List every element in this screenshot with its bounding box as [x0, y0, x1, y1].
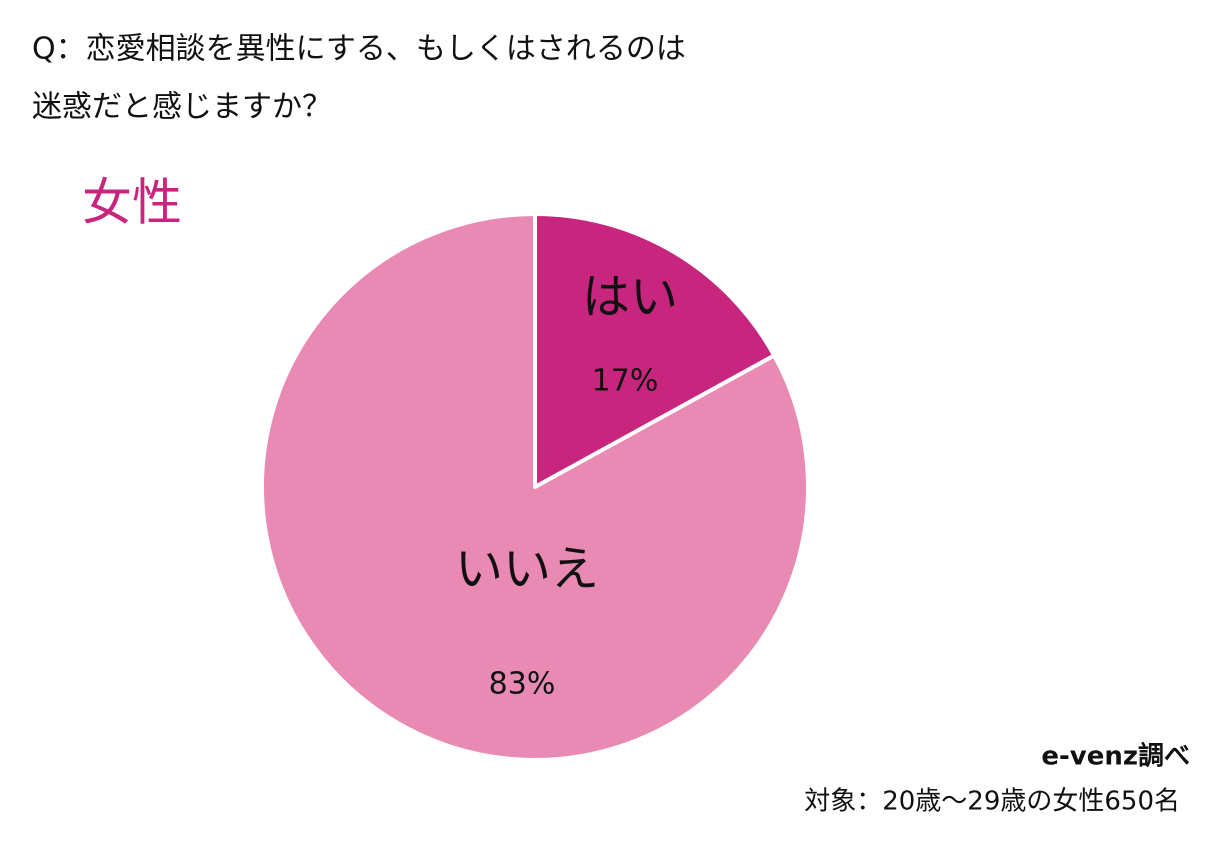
note: 対象：20歳〜29歳の女性650名 — [804, 787, 1180, 817]
slice-label: いいえ — [455, 541, 599, 597]
source: e-venz調べ — [1041, 741, 1190, 772]
pie-slice — [260, 212, 810, 762]
chart-title: Q：恋愛相談を異性にする、もしくはされるのは — [32, 32, 686, 67]
value-label: 83% — [489, 667, 556, 702]
chart-subtitle: 女性 — [82, 174, 182, 232]
slice-label: はい — [582, 269, 678, 325]
pie-slice — [533, 212, 777, 489]
value-label: 17% — [592, 364, 659, 399]
chart-title: 迷惑だと感じますか？ — [32, 90, 332, 125]
